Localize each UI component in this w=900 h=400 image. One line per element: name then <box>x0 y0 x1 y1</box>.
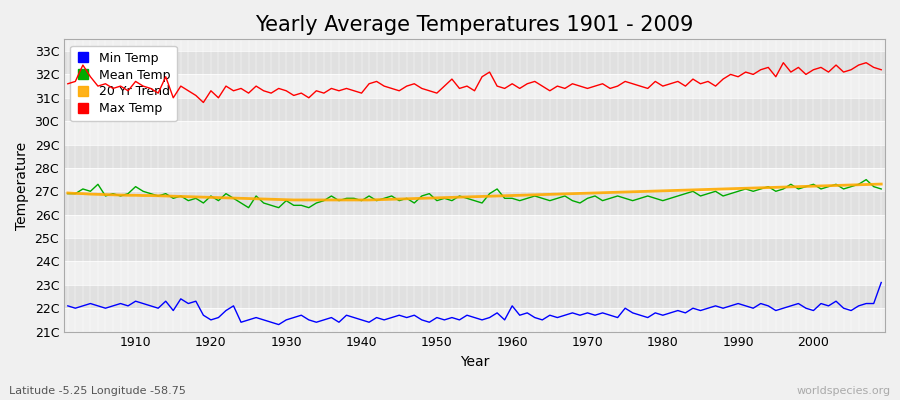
Min Temp <box>296 313 307 318</box>
Bar <box>64 285 885 308</box>
Min Temp <box>605 313 616 318</box>
Max Temp <box>341 86 352 91</box>
Line: 20 Yr Trend: 20 Yr Trend <box>68 184 881 200</box>
Max Temp <box>876 67 886 72</box>
20 Yr Trend <box>605 190 616 195</box>
Bar <box>64 144 885 168</box>
Mean Temp <box>860 177 871 182</box>
Bar <box>64 238 885 262</box>
Mean Temp <box>341 196 352 201</box>
20 Yr Trend <box>122 193 133 198</box>
20 Yr Trend <box>62 190 73 195</box>
Max Temp <box>507 81 517 86</box>
Bar <box>64 168 885 191</box>
Line: Min Temp: Min Temp <box>68 282 881 324</box>
Mean Temp <box>243 205 254 210</box>
Y-axis label: Temperature: Temperature <box>15 141 29 230</box>
Bar <box>64 51 885 74</box>
20 Yr Trend <box>288 198 299 202</box>
Text: worldspecies.org: worldspecies.org <box>796 386 891 396</box>
Bar <box>64 121 885 144</box>
Max Temp <box>62 81 73 86</box>
Max Temp <box>296 91 307 96</box>
Mean Temp <box>605 196 616 201</box>
Bar <box>64 98 885 121</box>
Min Temp <box>876 280 886 285</box>
20 Yr Trend <box>876 182 886 186</box>
Min Temp <box>122 304 133 308</box>
Bar <box>64 215 885 238</box>
Mean Temp <box>514 198 525 203</box>
20 Yr Trend <box>341 198 352 202</box>
Mean Temp <box>876 186 886 191</box>
20 Yr Trend <box>507 193 517 198</box>
Min Temp <box>514 313 525 318</box>
Line: Max Temp: Max Temp <box>68 63 881 102</box>
Min Temp <box>507 304 517 308</box>
20 Yr Trend <box>296 198 307 202</box>
Line: Mean Temp: Mean Temp <box>68 180 881 208</box>
Title: Yearly Average Temperatures 1901 - 2009: Yearly Average Temperatures 1901 - 2009 <box>256 15 694 35</box>
Text: Latitude -5.25 Longitude -58.75: Latitude -5.25 Longitude -58.75 <box>9 386 186 396</box>
Bar <box>64 262 885 285</box>
Min Temp <box>341 313 352 318</box>
Mean Temp <box>62 191 73 196</box>
20 Yr Trend <box>514 193 525 198</box>
Max Temp <box>198 100 209 105</box>
Mean Temp <box>507 196 517 201</box>
Min Temp <box>274 322 284 327</box>
Bar <box>64 308 885 332</box>
Legend: Min Temp, Mean Temp, 20 Yr Trend, Max Temp: Min Temp, Mean Temp, 20 Yr Trend, Max Te… <box>70 46 176 121</box>
Max Temp <box>122 88 133 93</box>
Max Temp <box>778 60 788 65</box>
Bar <box>64 74 885 98</box>
Max Temp <box>514 86 525 91</box>
Mean Temp <box>296 203 307 208</box>
X-axis label: Year: Year <box>460 355 490 369</box>
Max Temp <box>605 86 616 91</box>
Bar <box>64 191 885 215</box>
Mean Temp <box>122 191 133 196</box>
Min Temp <box>62 304 73 308</box>
